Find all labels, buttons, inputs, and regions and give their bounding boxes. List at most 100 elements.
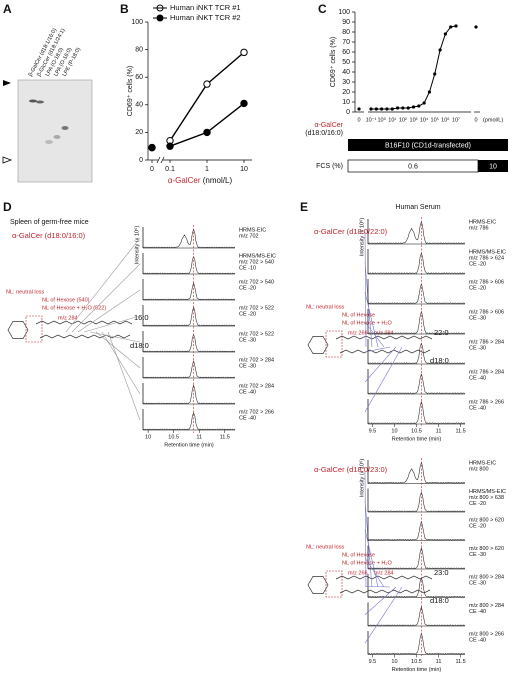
chain-label: 16:0 (134, 313, 149, 322)
x-tick-label: 10⁶ (441, 116, 449, 123)
fragment-label: m/z 284 (374, 570, 394, 576)
trace (143, 412, 236, 431)
x-tick-label: 10³ (410, 117, 418, 123)
connector (364, 231, 367, 348)
y-tick-label: 80 (135, 46, 143, 53)
fragment-label: m/z 284 (58, 315, 78, 321)
front-arrow (2, 156, 13, 164)
connector (364, 346, 403, 413)
connector (364, 261, 373, 348)
y-tick-label: 20 (135, 129, 143, 136)
trace-label: CE -20 (469, 501, 486, 507)
y-tick-label: 0 (139, 157, 143, 164)
sphingoid-chain (339, 349, 431, 354)
trace-label: CE -10 (239, 265, 256, 271)
trace-label: m/z 786 > 266 (469, 399, 504, 405)
x-tick-label: 10 (145, 434, 151, 440)
data-point (401, 106, 405, 110)
trace-label: CE -40 (469, 375, 486, 381)
y-tick-label: 40 (135, 102, 143, 109)
y-tick-label: 30 (342, 79, 350, 86)
sphingoid-chain (39, 334, 131, 339)
trace (367, 521, 466, 541)
nl-label: NL of Hexose (540) (42, 297, 90, 303)
data-point (240, 99, 248, 108)
compound-label: α-GalCer (d18:0/16:0) (12, 231, 86, 240)
x-axis-label-sub: (d18:0/16:0) (305, 130, 343, 137)
trace-label: CE -20 (469, 285, 486, 291)
data-point (203, 128, 211, 137)
data-point (203, 80, 211, 88)
acyl-chain (335, 335, 433, 340)
trace-label: CE -30 (469, 580, 486, 586)
fragment-label: m/z 266 (348, 330, 368, 336)
note: NL: neutral loss (306, 544, 344, 550)
connector (364, 529, 379, 588)
x-tick-label: 10⁴ (420, 116, 429, 123)
tlc-spot (29, 99, 37, 103)
x-tick-label: 11.5 (455, 659, 465, 665)
trace-label: HRMS/MS-EIC (469, 249, 506, 255)
trace-label: CE -20 (239, 285, 256, 291)
tlc-spot (53, 135, 61, 139)
trace-label: CE -20 (469, 261, 486, 267)
panel-label: C (318, 2, 327, 16)
trace (367, 310, 466, 335)
data-point (443, 32, 447, 36)
x-tick-label: 11.5 (455, 428, 465, 434)
y-tick-label: 60 (135, 74, 143, 81)
x-tick-label: 10.5 (168, 434, 179, 440)
axis-line (160, 156, 165, 164)
y-axis-label: CD69⁺ cells (%) (330, 37, 337, 87)
trace (142, 333, 236, 353)
data-point (474, 25, 478, 29)
trace (142, 255, 236, 275)
tlc-plate (17, 79, 93, 183)
trace-label: CE -30 (469, 552, 486, 558)
connector (364, 346, 391, 353)
x-tick-label: 10⁰ (377, 116, 386, 123)
trace-label: m/z 786 > 606 (469, 309, 504, 315)
trace-label: m/z 800 > 620 (469, 546, 504, 552)
sugar-ring (7, 320, 29, 340)
nl-label: NL of Hexose + H₂O (342, 560, 392, 566)
trace (367, 373, 466, 395)
y-tick-label: 10 (342, 99, 350, 106)
x-tick-label: 9.5 (369, 428, 377, 434)
trace (142, 359, 236, 379)
acyl-chain (35, 320, 133, 325)
fcs-value: 10 (489, 163, 497, 170)
nl-label: NL of Hexose (342, 312, 375, 318)
sample-label: Spleen of germ-free mice (10, 219, 89, 226)
panel-label: E (300, 200, 308, 214)
trace-label: m/z 800 > 284 (469, 574, 504, 580)
x-tick-label: 11 (436, 659, 442, 665)
trace-label: CE -40 (239, 389, 256, 395)
x-axis-label: Retention time (min) (392, 667, 442, 673)
axis-line (156, 156, 161, 164)
trace-label: m/z 702 > 540 (239, 259, 274, 265)
x-tick-label: 10 (240, 166, 248, 173)
headgroup-box (325, 570, 343, 598)
trace-label: CE -30 (469, 345, 486, 351)
data-point (422, 101, 426, 105)
data-point (390, 107, 394, 111)
y-axis-label: Intensity (x 10⁶) (358, 218, 365, 257)
trace-label: m/z 800 > 284 (469, 603, 504, 609)
trace-label: m/z 786 > 624 (469, 255, 504, 261)
x-tick-label: 10² (399, 117, 407, 123)
connector (101, 331, 141, 395)
nl-label: NL of Hexose + H₂O (522) (42, 305, 106, 311)
y-tick-label: 100 (131, 19, 143, 26)
data-point (417, 104, 421, 108)
data-point (406, 106, 410, 110)
x-tick-label: 10⁻¹ (366, 117, 377, 123)
data-point (411, 105, 416, 109)
trace-label: m/z 800 (469, 466, 489, 472)
trace (367, 461, 466, 484)
tlc-spot (45, 140, 53, 144)
trace (367, 546, 466, 570)
x-tick-label: 10.5 (411, 659, 422, 665)
trace-label: HRMS/MS-EIC (469, 489, 506, 495)
